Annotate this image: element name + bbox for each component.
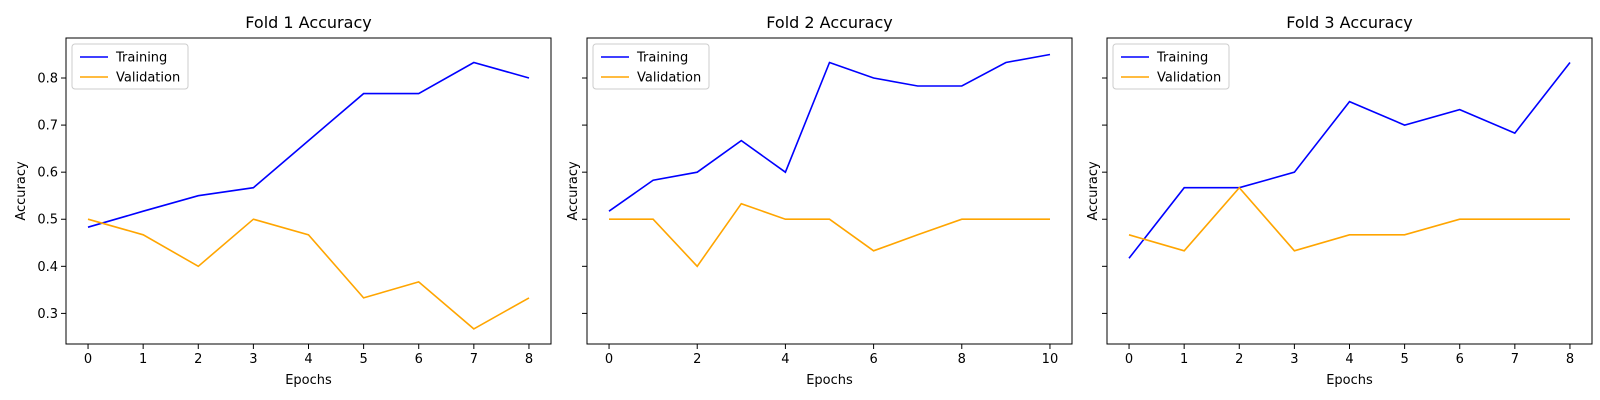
x-tick-label: 6 [415,352,423,367]
x-tick-label: 4 [1345,352,1353,367]
fold-3-panel: Fold 3 Accuracy Epochs Accuracy 0 1 2 3 4 5 6 7… [1086,13,1593,388]
x-tick-label: 2 [1235,352,1243,367]
x-tick-label: 3 [249,352,257,367]
y-tick-label: 0.8 [37,72,58,87]
x-tick-label: 4 [304,352,312,367]
fold-1-ticks: 0 1 2 3 4 5 6 7 8 0.3 0.4 0.5 0.6 0.7 0.8 [37,72,533,367]
x-tick-label: 1 [1180,352,1188,367]
fold-2-ticks: 0 2 4 6 8 10 [582,77,1059,367]
legend-label-training: Training [636,51,688,66]
x-tick-label: 7 [470,352,478,367]
x-tick-label: 6 [869,352,877,367]
x-tick-label: 8 [1566,352,1574,367]
series-line-training [87,61,530,228]
fold-3-ylabel: Accuracy [1086,161,1101,221]
legend-label-validation: Validation [637,71,701,86]
fold-1-xlabel: Epochs [285,373,332,388]
legend-label-training: Training [115,51,167,66]
x-tick-label: 0 [84,352,92,367]
fold-1-ylabel: Accuracy [14,161,29,221]
fold-2-xlabel: Epochs [806,373,853,388]
fold-1-lines [87,61,530,330]
series-line-validation [1128,186,1570,252]
fold-3-lines [1128,62,1571,259]
x-tick-label: 0 [605,352,613,367]
x-tick-label: 10 [1042,352,1059,367]
fold-2-ylabel: Accuracy [566,161,581,221]
x-tick-label: 3 [1290,352,1298,367]
x-tick-label: 5 [1400,352,1408,367]
series-line-training [1128,62,1571,259]
fold-3-title: Fold 3 Accuracy [1286,13,1412,32]
x-tick-label: 2 [194,352,202,367]
y-tick-label: 0.7 [37,119,58,134]
legend-label-validation: Validation [116,71,180,86]
x-tick-label: 7 [1511,352,1519,367]
x-tick-label: 0 [1125,352,1133,367]
series-line-validation [87,218,530,330]
x-tick-label: 6 [1456,352,1464,367]
fold-1-legend: Training Validation [71,43,189,90]
y-tick-label: 0.4 [37,260,58,275]
fold-1-panel: Fold 1 Accuracy Epochs Accuracy 0 1 2 3 4 5 6 7… [14,13,552,388]
fold-3-ticks: 0 1 2 3 4 5 6 7 8 [1102,77,1574,367]
fold-2-panel: Fold 2 Accuracy Epochs Accuracy 0 2 4 6 8 10 … [566,13,1073,388]
legend-label-training: Training [1156,51,1208,66]
x-tick-label: 8 [525,352,533,367]
y-tick-label: 0.3 [37,307,58,322]
fold-2-axes-frame [586,37,1073,345]
x-tick-label: 8 [958,352,966,367]
fold-1-title: Fold 1 Accuracy [245,13,371,32]
series-line-training [608,53,1051,212]
series-line-validation [609,202,1050,268]
y-tick-label: 0.5 [37,213,58,228]
legend-label-validation: Validation [1157,71,1221,86]
fold-2-title: Fold 2 Accuracy [766,13,892,32]
fold-3-xlabel: Epochs [1326,373,1373,388]
x-tick-label: 1 [139,352,147,367]
x-tick-label: 4 [781,352,789,367]
fold-2-legend: Training Validation [592,43,710,90]
x-tick-label: 5 [359,352,367,367]
fold-2-lines [608,53,1051,268]
fold-3-legend: Training Validation [1112,43,1230,90]
x-tick-label: 2 [693,352,701,367]
y-tick-label: 0.6 [37,166,58,181]
